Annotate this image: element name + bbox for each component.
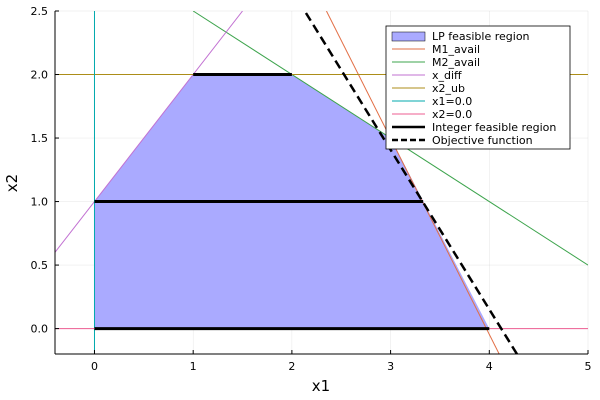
legend-x2-0-0-label: x2=0.0 [432, 108, 472, 121]
legend-x2-ub-label: x2_ub [432, 82, 465, 95]
y-tick-label-2: 1.0 [31, 196, 49, 209]
x-axis-title: x1 [312, 377, 330, 395]
y-tick-label-3: 1.5 [31, 132, 49, 145]
y-tick-label-5: 2.5 [31, 5, 49, 18]
legend-m1-avail-label: M1_avail [432, 43, 480, 56]
legend: LP feasible regionM1_availM2_availx_diff… [385, 25, 571, 150]
y-tick-label-0: 0.0 [31, 323, 49, 336]
x-tick-label-4: 4 [486, 360, 493, 373]
x-tick-label-1: 1 [190, 360, 197, 373]
tick-labels: 0 1 2 3 4 5 0.0 0.5 1.0 1.5 2.0 2.5 [31, 5, 592, 373]
y-axis-title: x2 [3, 174, 21, 192]
legend-lp-feasible-region-label: LP feasible region [432, 30, 530, 43]
legend-x-diff-label: x_diff [432, 69, 462, 82]
legend-objective-function-label: Objective function [432, 134, 533, 147]
x-tick-label-3: 3 [387, 360, 394, 373]
legend-lp-feasible-region-swatch [391, 31, 426, 42]
series-m1-avail-line [325, 11, 500, 354]
legend-m2-avail-label: M2_avail [432, 56, 480, 69]
y-tick-label-1: 0.5 [31, 259, 49, 272]
legend-x1-0-0-label: x1=0.0 [432, 95, 472, 108]
y-tick-label-4: 2.0 [31, 69, 49, 82]
series-objective-function-line [303, 11, 518, 354]
legend-integer-feasible-region-label: Integer feasible region [432, 121, 556, 134]
x-tick-label-2: 2 [288, 360, 295, 373]
x-tick-label-0: 0 [91, 360, 98, 373]
series-x-diff-line [55, 11, 243, 253]
x-tick-label-5: 5 [585, 360, 592, 373]
plot-frame [54, 11, 588, 355]
